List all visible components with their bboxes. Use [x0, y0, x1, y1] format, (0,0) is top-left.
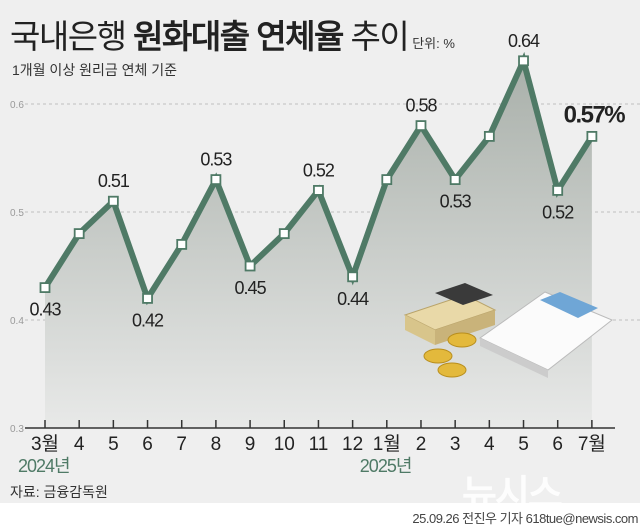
year-label: 2024년 — [18, 456, 70, 476]
x-tick-label: 4 — [74, 434, 85, 455]
x-tick-label: 9 — [245, 434, 256, 455]
data-label: 0.44 — [337, 289, 369, 309]
x-tick-label: 3 — [450, 434, 461, 455]
title-tail: 추이 — [342, 18, 409, 55]
data-point — [210, 174, 222, 186]
x-tick-label: 4 — [484, 434, 495, 455]
x-tick-label: 11 — [309, 434, 329, 455]
credit-line: 25.09.26 전진우 기자 618tue@newsis.com — [412, 511, 638, 526]
data-point — [552, 184, 564, 196]
title-plain: 국내은행 — [10, 18, 134, 55]
data-point — [586, 130, 598, 142]
x-tick-label: 6 — [142, 434, 153, 455]
subtitle: 1개월 이상 원리금 연체 기준 — [12, 62, 178, 78]
data-label: 0.42 — [132, 310, 164, 330]
data-point — [176, 238, 188, 250]
data-label: 0.51 — [98, 171, 130, 191]
data-label: 0.52 — [542, 202, 574, 222]
data-label: 0.52 — [303, 160, 335, 180]
data-point — [142, 292, 153, 304]
data-point — [483, 130, 495, 142]
unit-label: 단위: % — [412, 36, 455, 51]
data-point — [107, 195, 119, 207]
x-tick-label: 5 — [108, 434, 119, 455]
data-point — [347, 271, 359, 283]
data-point — [39, 282, 51, 294]
year-label: 2025년 — [360, 456, 412, 476]
y-tick-label: 0.6 — [10, 100, 24, 111]
line-chart: 0.3 0.4 0.5 0.6 3월 4 5 6 7 8 9 10 11 12 1월 2 3 4 5 6 7월 2024년… — [10, 31, 640, 476]
data-point — [415, 120, 427, 131]
data-label: 0.58 — [405, 96, 437, 116]
coins-icon — [423, 332, 477, 378]
data-label: 0.43 — [29, 300, 61, 320]
title-bold: 원화대출 연체율 — [133, 18, 344, 55]
data-label: 0.53 — [440, 192, 472, 212]
data-point — [244, 260, 256, 272]
y-tick-label: 0.3 — [10, 424, 24, 435]
x-tick-label: 2 — [416, 434, 427, 455]
data-point — [313, 184, 324, 196]
x-tick-label: 3월 — [31, 433, 59, 455]
source-note: 자료: 금융감독원 — [10, 484, 108, 500]
data-point — [278, 228, 290, 240]
calculator-icon — [479, 291, 613, 378]
data-label: 0.64 — [508, 31, 540, 51]
money-calculator-illustration — [403, 283, 613, 378]
x-tick-label: 10 — [274, 434, 295, 455]
x-tick-label: 8 — [211, 434, 222, 455]
data-label: 0.53 — [200, 150, 232, 170]
data-point — [381, 174, 393, 186]
x-tick-label: 5 — [518, 434, 529, 455]
data-label-latest: 0.57% — [564, 101, 626, 128]
x-tick-label: 6 — [552, 434, 563, 455]
data-label: 0.45 — [235, 278, 267, 298]
x-tick-label: 1월 — [373, 433, 401, 455]
x-tick-label: 7월 — [578, 433, 606, 455]
data-point — [73, 228, 85, 240]
data-point — [518, 55, 529, 67]
y-tick-label: 0.4 — [10, 316, 24, 327]
newsis-logo-watermark: 뉴시스 — [462, 474, 563, 516]
x-tick-label: 12 — [342, 434, 363, 455]
y-tick-label: 0.5 — [10, 208, 24, 219]
page-title: 국내은행 원화대출 연체율 추이 단위: % — [10, 10, 455, 58]
data-point — [449, 174, 461, 186]
x-tick-label: 7 — [176, 434, 187, 455]
